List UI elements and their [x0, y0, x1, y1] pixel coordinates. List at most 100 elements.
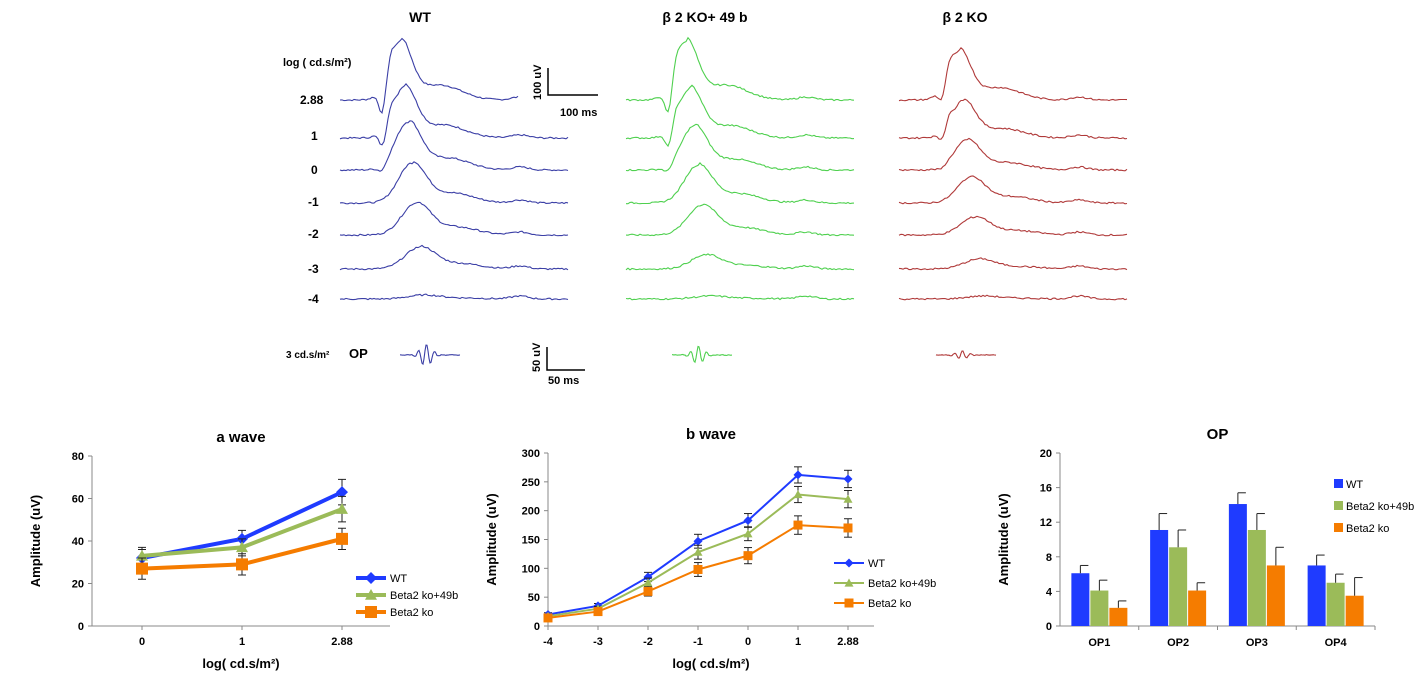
data-point-square — [336, 532, 348, 545]
bar — [1228, 504, 1247, 626]
legend-swatch — [1334, 479, 1343, 488]
data-point-triangle — [843, 494, 853, 503]
a-wave-chart: 0 20 40 60 80 a wave Amplitude (uV) log( cd.s/m… — [28, 429, 458, 671]
y-tick-label: 16 — [1040, 483, 1052, 495]
data-point-square — [543, 613, 553, 623]
data-point-diamond — [844, 558, 854, 568]
intensity-labels: 2.88 1 0 -1 -2 -3 -4 — [300, 93, 324, 306]
y-tick-label: 100 — [522, 563, 540, 575]
y-tick-label: 300 — [522, 448, 540, 460]
legend-label: WT — [1346, 479, 1363, 491]
legend-item: Beta2 ko — [1334, 523, 1389, 535]
data-point-square — [593, 607, 603, 617]
legend-item: WT — [1334, 479, 1363, 491]
scale-bar-top-x-label: 100 ms — [560, 107, 597, 119]
bar — [1247, 529, 1266, 626]
erg-trace — [339, 83, 569, 146]
scale-bar-top-line — [547, 68, 598, 96]
legend-item: Beta2 ko+49b — [834, 578, 936, 590]
data-point-square — [844, 598, 854, 608]
x-tick-label: 0 — [139, 636, 145, 648]
data-point-triangle — [236, 541, 248, 553]
data-point-triangle — [743, 529, 753, 538]
op-intensity-label: 3 cd.s/m² — [286, 350, 330, 361]
data-point-triangle — [793, 490, 803, 499]
legend-label: Beta2 ko — [1346, 523, 1389, 535]
intensity-label: 0 — [311, 163, 318, 177]
legend-label: Beta2 ko — [390, 607, 433, 619]
x-axis-label: log( cd.s/m²) — [202, 656, 279, 671]
scale-bar-bottom: 50 uV 50 ms — [531, 342, 585, 387]
wt-panel-title: WT — [409, 9, 431, 25]
scale-bar-bottom-line — [546, 347, 585, 371]
data-point-square — [693, 564, 703, 574]
chart-title: OP — [1207, 426, 1229, 443]
data-point-square — [843, 523, 853, 533]
series-wt — [543, 466, 853, 619]
erg-trace — [898, 294, 1128, 301]
erg-trace — [625, 203, 855, 237]
intensity-header: log ( cd.s/m²) — [283, 57, 352, 69]
data-point-square — [365, 606, 377, 618]
x-tick-label: 0 — [745, 636, 751, 648]
erg-trace — [625, 123, 855, 172]
y-axis-label: Amplitude (uV) — [484, 493, 499, 585]
erg-traces-panel: WT β 2 KO+ 49 b β 2 KO log ( cd.s/m²) 2.… — [283, 9, 1128, 387]
y-tick-label: 20 — [1040, 448, 1052, 460]
data-point-triangle — [844, 578, 854, 587]
data-point-diamond — [336, 486, 348, 499]
intensity-label: 1 — [311, 129, 318, 143]
erg-trace — [625, 253, 855, 271]
legend-item: Beta2 ko+49b — [356, 589, 458, 602]
op-label: OP — [349, 346, 368, 361]
y-tick-label: 4 — [1046, 586, 1053, 598]
chart-title: a wave — [216, 429, 265, 446]
legend-label: Beta2 ko+49b — [868, 578, 936, 590]
bar — [1150, 529, 1169, 626]
data-point-triangle — [643, 578, 653, 587]
erg-trace — [339, 293, 569, 301]
data-point-diamond — [843, 474, 853, 484]
x-tick-label: OP3 — [1246, 637, 1268, 649]
legend-label: WT — [868, 558, 885, 570]
data-point-square — [743, 551, 753, 561]
data-point-diamond — [793, 470, 803, 480]
bar — [1169, 547, 1188, 626]
y-tick-label: 8 — [1046, 552, 1052, 564]
y-tick-label: 0 — [534, 621, 540, 633]
erg-trace — [898, 137, 1128, 172]
data-point-triangle — [693, 547, 703, 556]
y-tick-label: 150 — [522, 535, 540, 547]
erg-trace — [339, 244, 569, 271]
erg-trace — [898, 257, 1128, 271]
x-tick-label: OP2 — [1167, 637, 1189, 649]
y-tick-label: 200 — [522, 506, 540, 518]
legend-swatch — [1334, 501, 1343, 510]
y-tick-label: 40 — [72, 536, 84, 548]
erg-trace — [898, 175, 1128, 205]
x-tick-label: -2 — [643, 636, 653, 648]
op-trace-group — [399, 344, 997, 366]
legend-item: Beta2 ko+49b — [1334, 501, 1414, 513]
erg-trace — [626, 162, 855, 205]
x-tick-label: 1 — [795, 636, 801, 648]
legend-label: Beta2 ko+49b — [390, 590, 458, 602]
legend-item: WT — [356, 572, 407, 585]
erg-trace — [625, 294, 855, 301]
y-axis-label: Amplitude (uV) — [996, 493, 1011, 585]
op-trace — [935, 350, 997, 359]
x-axis-label: log( cd.s/m²) — [672, 656, 749, 671]
bar — [1090, 590, 1109, 626]
series-beta2-ko — [136, 527, 348, 580]
data-point-triangle — [365, 589, 377, 600]
x-tick-label: -3 — [593, 636, 603, 648]
data-point-diamond — [693, 536, 703, 546]
y-tick-label: 250 — [522, 477, 540, 489]
erg-trace — [339, 120, 569, 172]
legend-swatch — [1334, 523, 1343, 532]
x-tick-label: 1 — [239, 636, 245, 648]
bar — [1188, 590, 1207, 626]
erg-trace-group — [339, 36, 1128, 301]
b2ko49b-panel-title: β 2 KO+ 49 b — [662, 9, 747, 25]
